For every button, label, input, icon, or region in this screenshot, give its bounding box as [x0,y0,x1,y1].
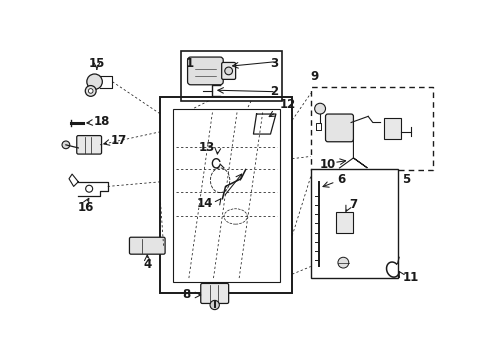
Bar [181,51,282,101]
Bar [160,97,292,293]
Bar [336,212,353,233]
FancyBboxPatch shape [129,237,165,254]
Text: 18: 18 [94,115,110,128]
FancyBboxPatch shape [201,283,229,303]
FancyBboxPatch shape [221,62,236,80]
Circle shape [88,89,93,93]
Text: 17: 17 [111,135,127,148]
Text: 16: 16 [78,201,94,214]
Text: 14: 14 [197,197,213,210]
Circle shape [62,141,70,149]
Bar [385,118,401,139]
Text: 15: 15 [89,57,105,70]
Bar [173,109,280,282]
FancyBboxPatch shape [77,136,101,154]
Text: 3: 3 [270,57,278,70]
FancyBboxPatch shape [188,57,223,85]
Circle shape [85,86,96,96]
Text: 4: 4 [143,258,151,271]
Text: 13: 13 [198,141,215,154]
Text: 8: 8 [182,288,191,301]
Bar [311,87,433,170]
Circle shape [338,257,349,268]
Text: 6: 6 [337,173,345,186]
Circle shape [315,103,325,114]
FancyBboxPatch shape [325,114,353,142]
Text: 2: 2 [270,85,278,98]
Circle shape [87,74,102,89]
Text: 9: 9 [311,70,319,83]
Circle shape [225,67,233,75]
Text: 11: 11 [402,271,418,284]
Text: 12: 12 [280,98,296,111]
Bar [311,169,397,278]
Text: 10: 10 [320,158,336,171]
Text: 1: 1 [185,57,194,70]
Text: 7: 7 [349,198,358,211]
Circle shape [210,300,220,310]
Text: 5: 5 [402,173,411,186]
